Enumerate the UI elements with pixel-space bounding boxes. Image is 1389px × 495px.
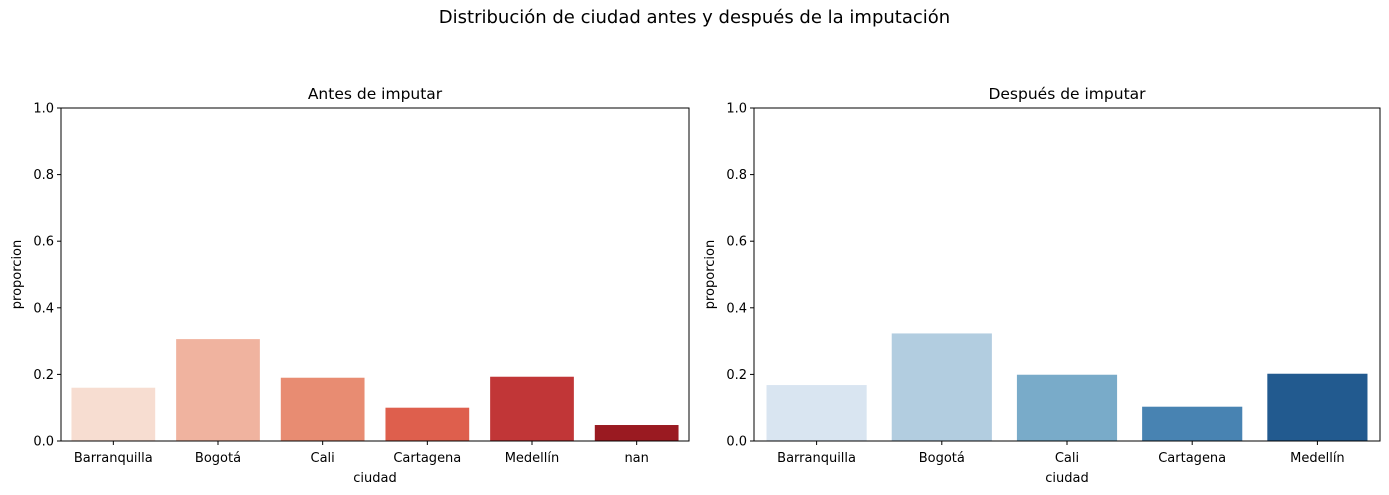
panel-1-xtick-label-1: Barranquilla [74, 451, 153, 466]
panel-1-title: Antes de imputar [308, 85, 443, 103]
panel-1-ytick-label-2: 0.2 [33, 368, 54, 383]
panel-1-ytick-label-1: 0.0 [33, 435, 54, 450]
panel-2-ytick-label-3: 0.4 [726, 301, 747, 316]
panel-1-ytick-label-5: 0.8 [33, 168, 54, 183]
panel-2-bar-5 [1267, 373, 1368, 441]
panel-2-xtick-label-5: Medellín [1290, 451, 1345, 466]
panel-1-axes-frame [60, 107, 690, 442]
panel-1-bar-3 [280, 377, 365, 441]
panel-2-xtick-label-4: Cartagena [1158, 451, 1226, 466]
panel-2-bar-4 [1142, 406, 1243, 441]
panel-2-xtick-label-1: Barranquilla [777, 451, 856, 466]
panel-1-xtick-label-5: Medellín [505, 451, 560, 466]
panel-2-ytick-label-6: 1.0 [726, 102, 747, 117]
panel-1-ytick-label-4: 0.6 [33, 235, 54, 250]
panel-1-bar-4 [385, 407, 470, 441]
panel-2-bar-1 [766, 385, 867, 441]
panel-2-ytick-label-2: 0.2 [726, 368, 747, 383]
panel-2-ylabel: proporcion [703, 240, 718, 309]
panel-1-bar-5 [490, 376, 574, 441]
panel-2-xtick-label-3: Cali [1055, 451, 1079, 466]
panel-2-xtick-label-2: Bogotá [919, 451, 965, 466]
panel-2-xlabel: ciudad [1045, 471, 1088, 486]
panel-2-bar-3 [1016, 374, 1118, 441]
panel-1-xtick-label-3: Cali [311, 451, 335, 466]
panel-2-bar-2 [891, 333, 992, 441]
panel-1-ylabel: proporcion [10, 240, 25, 309]
panel-2-ytick-label-4: 0.6 [726, 235, 747, 250]
panel-2-ytick-label-1: 0.0 [726, 435, 747, 450]
panel-1-bar-6 [594, 425, 679, 441]
panel-2-title: Después de imputar [988, 85, 1146, 103]
panel-2-ytick-label-5: 0.8 [726, 168, 747, 183]
figure-title: Distribución de ciudad antes y después d… [438, 7, 951, 28]
panel-1-xtick-label-6: nan [624, 451, 648, 466]
panel-1-xtick-label-2: Bogotá [195, 451, 241, 466]
panel-1-bar-1 [71, 387, 156, 441]
panel-1-ytick-label-6: 1.0 [33, 102, 54, 117]
panel-1-bar-2 [176, 339, 260, 441]
panel-1-xtick-label-4: Cartagena [393, 451, 461, 466]
panel-1-ytick-label-3: 0.4 [33, 301, 54, 316]
panel-1-xlabel: ciudad [353, 471, 396, 486]
